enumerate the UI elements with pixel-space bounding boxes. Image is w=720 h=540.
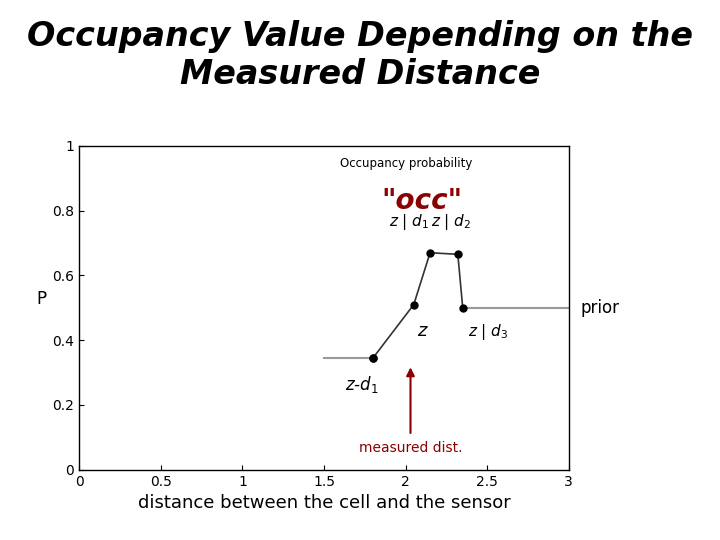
Y-axis label: P: P xyxy=(36,290,46,308)
Text: Occupancy probability: Occupancy probability xyxy=(341,157,473,170)
Text: $z$ | $d_3$: $z$ | $d_3$ xyxy=(467,322,508,342)
Text: Occupancy Value Depending on the
Measured Distance: Occupancy Value Depending on the Measure… xyxy=(27,20,693,91)
Text: $z$ | $d_1$: $z$ | $d_1$ xyxy=(389,212,429,232)
Text: $z$-$d_1$: $z$-$d_1$ xyxy=(345,374,379,395)
Text: measured dist.: measured dist. xyxy=(359,441,462,455)
Text: "occ": "occ" xyxy=(382,187,462,215)
X-axis label: distance between the cell and the sensor: distance between the cell and the sensor xyxy=(138,494,510,512)
Text: $z$ | $d_2$: $z$ | $d_2$ xyxy=(431,212,472,232)
Text: prior: prior xyxy=(580,299,619,317)
Text: $z$: $z$ xyxy=(417,322,429,340)
